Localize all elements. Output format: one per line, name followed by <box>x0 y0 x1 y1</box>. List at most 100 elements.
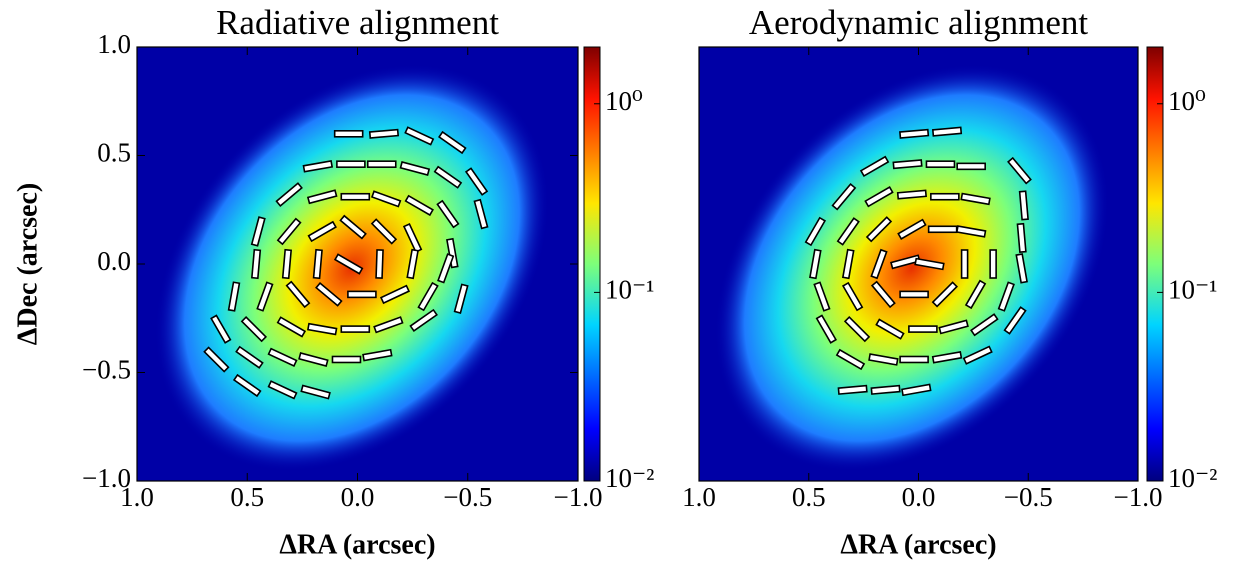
polarization-vector <box>312 248 323 280</box>
x-axis-label: ΔRA (arcsec) <box>840 529 996 560</box>
polarization-vector <box>899 128 930 139</box>
polarization-vector <box>931 350 963 364</box>
polarization-vector <box>235 345 264 369</box>
polarization-vector <box>989 249 997 279</box>
polarization-vector <box>340 325 371 333</box>
colorbar-tick-label: 10⁻¹ <box>1168 275 1217 305</box>
polarization-vector <box>333 130 364 138</box>
polarization-vector <box>835 348 866 371</box>
polarization-vector <box>404 126 435 146</box>
polarization-vector <box>896 189 927 200</box>
polarization-vector <box>285 280 311 309</box>
polarization-vector <box>837 384 868 395</box>
polarization-vector <box>298 351 329 367</box>
y-tick-label: −1.0 <box>82 463 131 493</box>
polarization-vector <box>404 194 434 217</box>
chart-title: Aerodynamic alignment <box>749 3 1088 42</box>
polarization-vector <box>362 348 393 362</box>
polarization-vector <box>1018 190 1029 221</box>
colorbar-tick-label: 10⁻¹ <box>605 275 654 305</box>
polarization-vector <box>399 161 431 177</box>
polarization-vector <box>962 345 993 365</box>
polarization-vector <box>453 283 469 314</box>
polarization-vector <box>267 347 298 368</box>
colorbar <box>583 46 601 482</box>
polarization-vector <box>256 281 274 312</box>
y-tick-label: 0.0 <box>97 246 131 276</box>
polarization-vector <box>870 248 888 280</box>
polarization-vector <box>276 217 302 246</box>
colorbar-tick-label: 10⁻² <box>605 463 654 493</box>
polarization-vector <box>300 384 331 400</box>
polarization-vector <box>307 220 337 243</box>
polarization-vector <box>281 248 293 280</box>
polarization-vector <box>1015 253 1028 284</box>
polarization-vector <box>373 316 404 334</box>
polarization-vector <box>938 319 969 335</box>
polarization-vector <box>930 192 960 201</box>
y-tick-label: 0.5 <box>97 138 131 168</box>
polarization-vector <box>964 279 987 310</box>
polarization-vector <box>333 253 364 275</box>
polarization-vector <box>406 248 419 280</box>
polarization-vector <box>899 355 929 364</box>
polarization-vector <box>267 380 298 400</box>
polarization-vector <box>804 216 827 247</box>
x-axis-label: ΔRA (arcsec) <box>279 529 435 560</box>
polarization-vector <box>1016 222 1027 254</box>
x-tick-label: −0.5 <box>1004 482 1053 512</box>
polarization-vector <box>306 322 338 336</box>
polarization-vector <box>997 281 1015 312</box>
polarization-vector <box>865 216 893 243</box>
polarization-vector <box>1007 156 1032 185</box>
polarization-vector <box>955 225 987 238</box>
polarization-vector <box>417 281 439 312</box>
polarization-vector <box>339 214 367 240</box>
x-tick-label: 0.0 <box>902 482 936 512</box>
polarization-vector <box>1003 306 1027 335</box>
x-tick-label: −1.0 <box>554 482 603 512</box>
polarization-vector <box>370 218 398 245</box>
polarization-vector <box>868 353 899 366</box>
polarization-vector <box>437 253 455 284</box>
polarization-vector <box>901 383 932 397</box>
polarization-vector <box>925 160 956 168</box>
y-axis-label: ΔDec (arcsec) <box>12 183 43 345</box>
polarization-vector <box>250 248 262 280</box>
polarization-vector <box>370 190 402 208</box>
polarization-vector <box>960 192 991 206</box>
polarization-vector <box>438 130 467 155</box>
polarization-vector <box>315 281 343 307</box>
polarization-vector <box>409 308 438 333</box>
x-tick-label: 1.0 <box>682 482 716 512</box>
polarization-vector <box>464 167 489 196</box>
vectors <box>203 126 489 400</box>
polarization-vector <box>368 128 400 139</box>
polarization-vector <box>864 186 894 208</box>
vectors <box>804 126 1032 397</box>
polarization-vector <box>210 314 232 344</box>
polarization-vector <box>841 248 855 280</box>
polarization-vector <box>960 249 969 279</box>
image-panel <box>137 47 578 481</box>
image-panel <box>699 47 1138 481</box>
polarization-vector <box>436 199 460 229</box>
polarization-vector <box>859 155 890 178</box>
x-tick-label: 1.0 <box>120 482 154 512</box>
polarization-vector <box>446 237 459 269</box>
polarization-vector <box>306 189 338 205</box>
polarization-vector <box>892 159 923 170</box>
polarization-vector <box>366 160 397 168</box>
polarization-vector <box>908 325 938 333</box>
polarization-vector <box>956 162 986 171</box>
polarization-vector <box>813 281 831 312</box>
polarization-vector <box>970 313 999 337</box>
colorbar-tick-label: 10⁻² <box>1168 463 1217 493</box>
x-tick-label: 0.0 <box>341 482 375 512</box>
x-tick-label: −0.5 <box>443 482 492 512</box>
polarization-vector <box>815 314 838 344</box>
colorbar-tick-label: 10⁰ <box>1168 86 1206 116</box>
polarization-vector <box>232 373 262 398</box>
x-tick-label: 0.5 <box>792 482 826 512</box>
